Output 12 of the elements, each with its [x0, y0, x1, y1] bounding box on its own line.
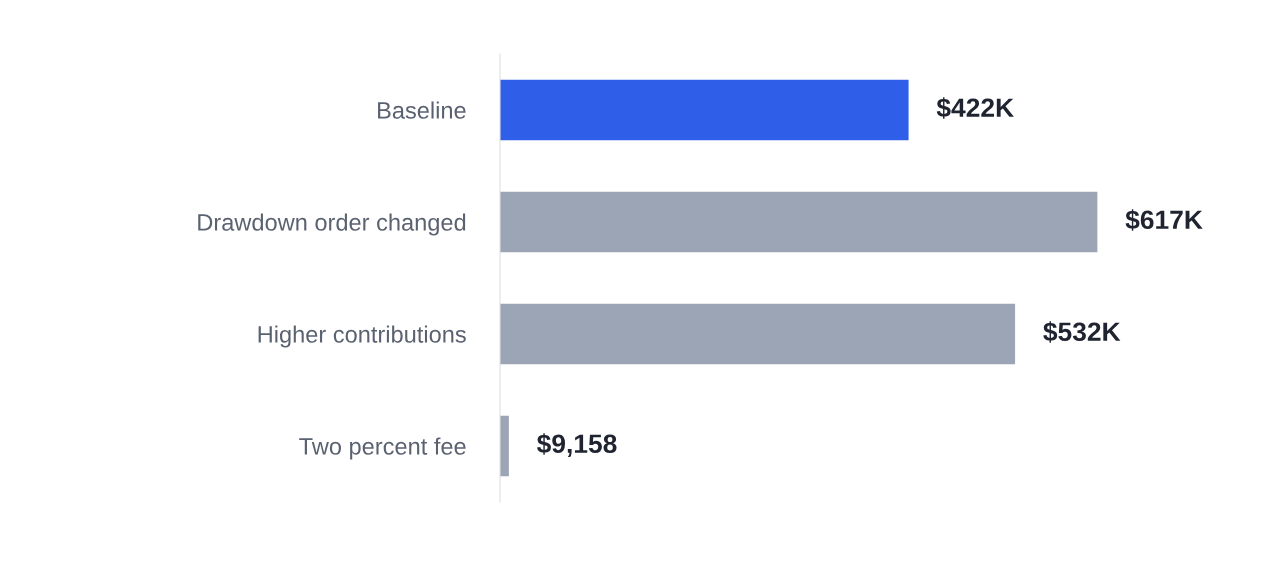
- data-label: $617K: [1125, 209, 1203, 231]
- data-label: $9,158: [536, 433, 617, 457]
- y-tick-label: Drawdown order changed: [198, 213, 466, 236]
- bar: [500, 415, 509, 477]
- bar: [500, 79, 909, 141]
- data-label: $422K: [936, 97, 1014, 119]
- y-tick-label: Two percent fee: [299, 437, 466, 460]
- data-label: $532K: [1043, 321, 1121, 343]
- bar: [500, 191, 1098, 253]
- y-tick-label: Higher contributions: [258, 325, 466, 348]
- y-tick-label: Baseline: [378, 101, 466, 119]
- bar: [500, 303, 1016, 365]
